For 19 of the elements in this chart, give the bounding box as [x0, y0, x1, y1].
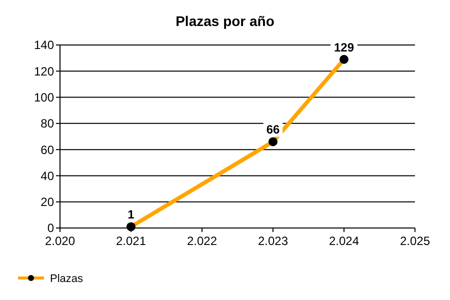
- y-tick-label: 40: [40, 168, 54, 183]
- y-tick-label: 140: [34, 38, 54, 52]
- y-tick-label: 0: [47, 221, 54, 236]
- chart-title: Plazas por año: [176, 13, 274, 29]
- y-tick-label: 20: [40, 195, 54, 210]
- x-tick-label: 2.020: [44, 234, 76, 248]
- y-tick-label: 80: [40, 116, 54, 131]
- data-label: 1: [128, 208, 135, 222]
- y-tick-label: 60: [40, 142, 54, 157]
- y-tick-label: 100: [34, 90, 54, 104]
- x-tick-label: 2.022: [186, 234, 218, 248]
- data-label: 66: [266, 122, 280, 137]
- x-tick-label: 2.021: [116, 234, 146, 248]
- x-tick-label: 2.024: [328, 234, 360, 248]
- x-tick-label: 2.025: [400, 234, 430, 248]
- y-tick-label: 120: [34, 64, 54, 78]
- data-label: 129: [334, 40, 354, 54]
- x-tick-label: 2.023: [258, 234, 288, 248]
- legend-label: Plazas: [50, 272, 84, 285]
